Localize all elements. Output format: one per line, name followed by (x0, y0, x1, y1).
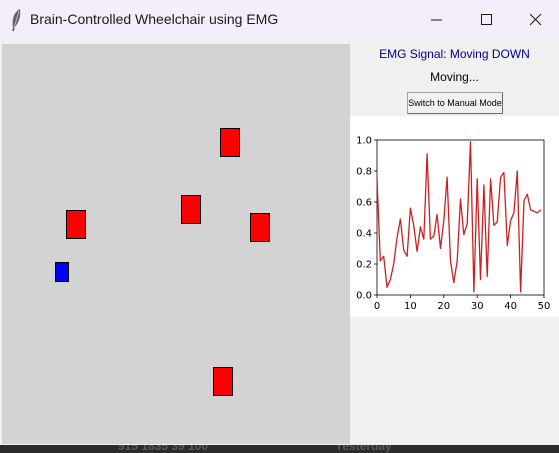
emg-signal-line (376, 140, 542, 293)
minimize-button[interactable] (414, 0, 460, 40)
feather-icon (12, 9, 21, 31)
wheelchair (55, 262, 69, 282)
maximize-button[interactable] (464, 0, 510, 40)
obstacle (250, 213, 270, 242)
y-tick-label: 0.2 (356, 260, 372, 271)
obstacle (181, 195, 201, 224)
x-tick-label: 20 (437, 301, 450, 312)
y-tick-label: 0.4 (356, 229, 372, 240)
close-icon (530, 14, 542, 26)
close-button[interactable] (513, 0, 559, 40)
x-tick-label: 0 (374, 301, 380, 312)
background-date-text: Yesterday (335, 445, 392, 453)
status-label: Moving... (430, 70, 479, 84)
y-tick-label: 0.0 (356, 291, 372, 302)
simulation-canvas[interactable] (2, 44, 350, 444)
y-tick-label: 0.8 (356, 167, 372, 178)
emg-plot: 0 10 20 30 40 50 0.0 0.2 0.4 0.6 0.8 1.0 (350, 116, 559, 317)
emg-chart: 0 10 20 30 40 50 0.0 0.2 0.4 0.6 0.8 1.0 (356, 136, 551, 313)
background-number-text: 915 1835 39 100 (118, 445, 209, 453)
y-tick-label: 1.0 (356, 136, 372, 147)
control-panel: EMG Signal: Moving DOWN Moving... Switch… (350, 44, 559, 444)
emg-signal-label: EMG Signal: Moving DOWN (379, 47, 530, 61)
x-tick-label: 30 (471, 301, 484, 312)
x-tick-label: 40 (504, 301, 517, 312)
maximize-icon (481, 14, 492, 25)
plot-frame (376, 139, 545, 296)
background-strip: 915 1835 39 100 Yesterday (0, 445, 559, 453)
minimize-icon (431, 19, 442, 21)
x-tick-label: 50 (538, 301, 551, 312)
y-tick-label: 0.6 (356, 198, 372, 209)
x-tick-label: 10 (404, 301, 417, 312)
title-bar[interactable]: Brain-Controlled Wheelchair using EMG (0, 0, 559, 40)
switch-mode-button[interactable]: Switch to Manual Mode (407, 92, 503, 114)
obstacle (213, 367, 233, 396)
window-title: Brain-Controlled Wheelchair using EMG (30, 11, 279, 27)
obstacle (220, 128, 240, 157)
obstacle (66, 210, 86, 239)
